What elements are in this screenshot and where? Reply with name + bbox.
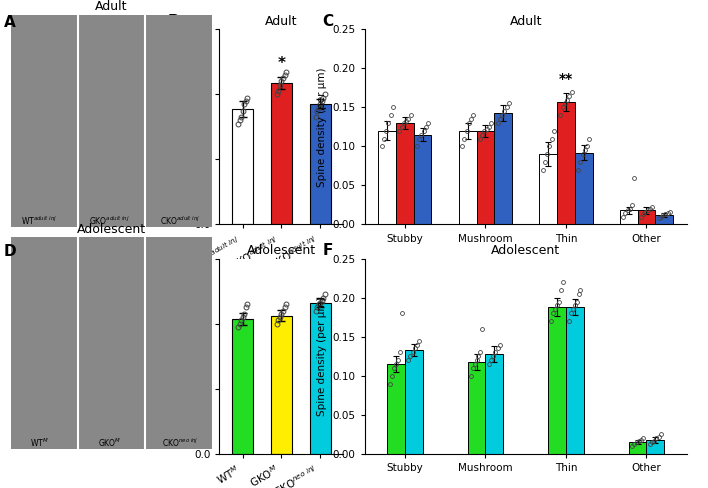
Text: WT$^{M}$: WT$^{M}$ (30, 437, 48, 449)
Bar (566, 307, 583, 454)
Text: WT$^{adult\ inj}$: WT$^{adult\ inj}$ (21, 215, 57, 227)
Bar (309, 303, 331, 454)
Bar (575, 153, 593, 224)
Bar (620, 210, 638, 224)
Title: Adolescent: Adolescent (247, 244, 316, 258)
Bar (557, 102, 575, 224)
Text: **: ** (559, 72, 573, 86)
Bar (539, 154, 557, 224)
Text: CKO$^{adult\ inj}$: CKO$^{adult\ inj}$ (161, 215, 200, 227)
Text: CKO$^{neo\ inj}$: CKO$^{neo\ inj}$ (162, 437, 199, 449)
Bar (459, 131, 476, 224)
Y-axis label: Spine density (per μm): Spine density (per μm) (317, 297, 327, 416)
Bar (413, 135, 431, 224)
Bar (232, 319, 253, 454)
Text: GKO$^{M}$: GKO$^{M}$ (98, 437, 122, 449)
Bar (646, 440, 664, 454)
Bar (494, 113, 512, 224)
Title: Adult: Adult (510, 15, 542, 28)
Title: Adult: Adult (96, 0, 127, 14)
Title: Adolescent: Adolescent (491, 244, 560, 258)
Bar (629, 442, 646, 454)
Y-axis label: Spine density (per μm): Spine density (per μm) (317, 67, 327, 186)
Bar (476, 131, 494, 224)
Bar (270, 83, 292, 224)
Text: GKO$^{adult\ inj}$: GKO$^{adult\ inj}$ (89, 215, 130, 227)
Bar (378, 131, 396, 224)
Y-axis label: Spine density (per μm): Spine density (per μm) (178, 297, 188, 416)
Text: A: A (4, 15, 16, 30)
Bar (270, 316, 292, 454)
Text: *: * (278, 56, 285, 71)
Text: E: E (167, 243, 178, 258)
Bar (468, 362, 486, 454)
Bar (387, 364, 405, 454)
Text: C: C (323, 14, 334, 29)
Bar (405, 350, 423, 454)
Y-axis label: Spine density (per μm): Spine density (per μm) (178, 67, 188, 186)
Bar (309, 104, 331, 224)
Bar (638, 210, 656, 224)
Bar (656, 215, 673, 224)
Bar (232, 109, 253, 224)
Text: D: D (4, 244, 16, 259)
Title: Adolescent: Adolescent (77, 223, 146, 236)
Bar (548, 307, 566, 454)
Text: F: F (323, 243, 333, 258)
Legend: WT$^{adult\ inj}$, GKO$^{adult\ inj}$, CKO$^{adult\ inj}$: WT$^{adult\ inj}$, GKO$^{adult\ inj}$, C… (428, 271, 624, 290)
Text: B: B (167, 14, 179, 29)
Bar (486, 354, 503, 454)
Bar (396, 123, 413, 224)
Title: Adult: Adult (266, 15, 297, 28)
